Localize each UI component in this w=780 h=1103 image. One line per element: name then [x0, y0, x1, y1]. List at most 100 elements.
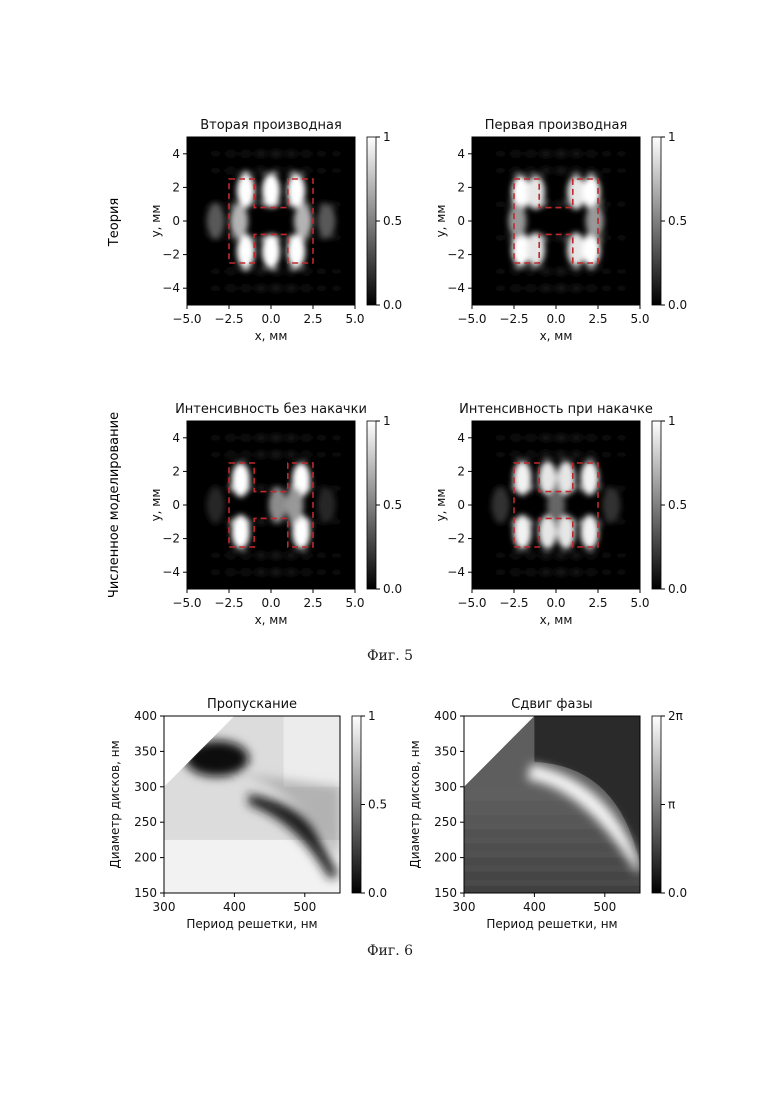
fringe-spot [210, 552, 222, 558]
y-tick-label: −4 [162, 281, 180, 295]
row-label-theory: Теория [107, 198, 122, 247]
fringe-spot [270, 268, 282, 274]
x-tick-label: −2.5 [214, 312, 243, 326]
y-axis-label: Диаметр дисков, нм [408, 740, 422, 868]
fringe-spot [525, 569, 537, 575]
fringe-spot [240, 168, 252, 174]
fringe-spot [555, 435, 567, 441]
fringe-spot [585, 168, 597, 174]
fringe-spot [570, 552, 582, 558]
fringe-spot [255, 151, 267, 157]
intensity-spot [232, 463, 250, 497]
figure-6-caption: Фиг. 6 [0, 943, 780, 959]
fringe-spot [600, 201, 612, 207]
fringe-spot [616, 569, 628, 575]
fringe-spot [600, 151, 612, 157]
fringe-spot [255, 285, 267, 291]
fringe-spot [555, 168, 567, 174]
fringe-spot [240, 285, 252, 291]
fringe-spot [285, 285, 297, 291]
colorbar-tick-label: 2π [668, 709, 683, 723]
fringe-spot [270, 151, 282, 157]
y-tick-label: 400 [434, 709, 457, 723]
fringe-spot [240, 435, 252, 441]
fringe-spot [570, 452, 582, 458]
fringe-spot [225, 168, 237, 174]
colorbar-tick-label: 0.0 [668, 886, 687, 900]
fringe-spot [495, 235, 507, 241]
fringe-spot [510, 552, 522, 558]
fringe-spot [255, 168, 267, 174]
fringe-spot [555, 452, 567, 458]
colorbar-tick-label: 0.0 [383, 582, 402, 596]
fringe-spot [616, 151, 628, 157]
intensity-spot [207, 204, 225, 238]
fringe-spot [285, 268, 297, 274]
x-tick-label: 5.0 [630, 596, 649, 610]
fringe-spot [240, 452, 252, 458]
colorbar [367, 421, 376, 589]
fringe-spot [194, 452, 206, 458]
fringe-spot [540, 552, 552, 558]
fringe-spot [194, 201, 206, 207]
colorbar [652, 716, 661, 893]
y-axis-label: y, мм [434, 489, 448, 522]
chart-title: Сдвиг фазы [511, 697, 592, 712]
fringe-spot [495, 201, 507, 207]
colorbar-tick-label: 0.0 [668, 582, 687, 596]
fringe-spot [331, 452, 343, 458]
colorbar-tick-label: 1 [668, 414, 676, 428]
fringe-spot [616, 285, 628, 291]
intensity-spot [294, 204, 312, 238]
fringe-spot [495, 552, 507, 558]
y-tick-label: 300 [134, 780, 157, 794]
x-tick-label: −2.5 [499, 596, 528, 610]
fringe-spot [585, 569, 597, 575]
figure-5-caption: Фиг. 5 [0, 648, 780, 664]
fringe-spot [495, 285, 507, 291]
fringe-spot [285, 435, 297, 441]
fringe-spot [540, 435, 552, 441]
fringe-spot [300, 452, 312, 458]
fringe-spot [331, 235, 343, 241]
heatmap-panel: Пропускание300400500400350300250200150Пе… [108, 697, 460, 931]
fringe-spot [194, 268, 206, 274]
heatmap-panel: Сдвиг фазы300400500400350300250200150Пер… [408, 697, 687, 931]
x-axis-label: x, мм [540, 613, 573, 627]
fringe-spot [585, 268, 597, 274]
fringe-spot [210, 268, 222, 274]
intensity-spot [317, 204, 335, 238]
x-axis-label: Период решетки, нм [186, 917, 317, 931]
fringe-spot [479, 519, 491, 525]
y-tick-label: 4 [457, 431, 465, 445]
fringe-spot [331, 285, 343, 291]
fringe-spot [540, 168, 552, 174]
fringe-spot [210, 168, 222, 174]
y-tick-label: 4 [172, 431, 180, 445]
fringe-spot [255, 435, 267, 441]
x-tick-label: −5.0 [172, 596, 201, 610]
fringe-spot [270, 168, 282, 174]
fringe-spot [300, 151, 312, 157]
y-tick-label: 0 [172, 214, 180, 228]
fringe-spot [255, 552, 267, 558]
colorbar-tick-label: π [668, 798, 675, 812]
fringe-spot [331, 552, 343, 558]
colorbar-tick-label: 1 [383, 130, 391, 144]
fringe-spot [255, 485, 267, 491]
x-tick-label: 0.0 [546, 596, 565, 610]
fringe-spot [495, 168, 507, 174]
fringe-spot [331, 201, 343, 207]
heatmap-panel: Интенсивность без накачки−5.0−2.50.02.55… [149, 402, 402, 627]
y-axis-label: Диаметр дисков, нм [108, 740, 122, 868]
colorbar-tick-label: 1 [668, 130, 676, 144]
intensity-spot [527, 233, 545, 267]
x-tick-label: −5.0 [457, 596, 486, 610]
fringe-spot [555, 268, 567, 274]
fringe-spot [600, 552, 612, 558]
y-tick-label: 150 [134, 886, 157, 900]
fringe-spot [285, 452, 297, 458]
y-tick-label: −2 [447, 532, 465, 546]
x-tick-label: 2.5 [588, 312, 607, 326]
intensity-spot [317, 488, 335, 522]
